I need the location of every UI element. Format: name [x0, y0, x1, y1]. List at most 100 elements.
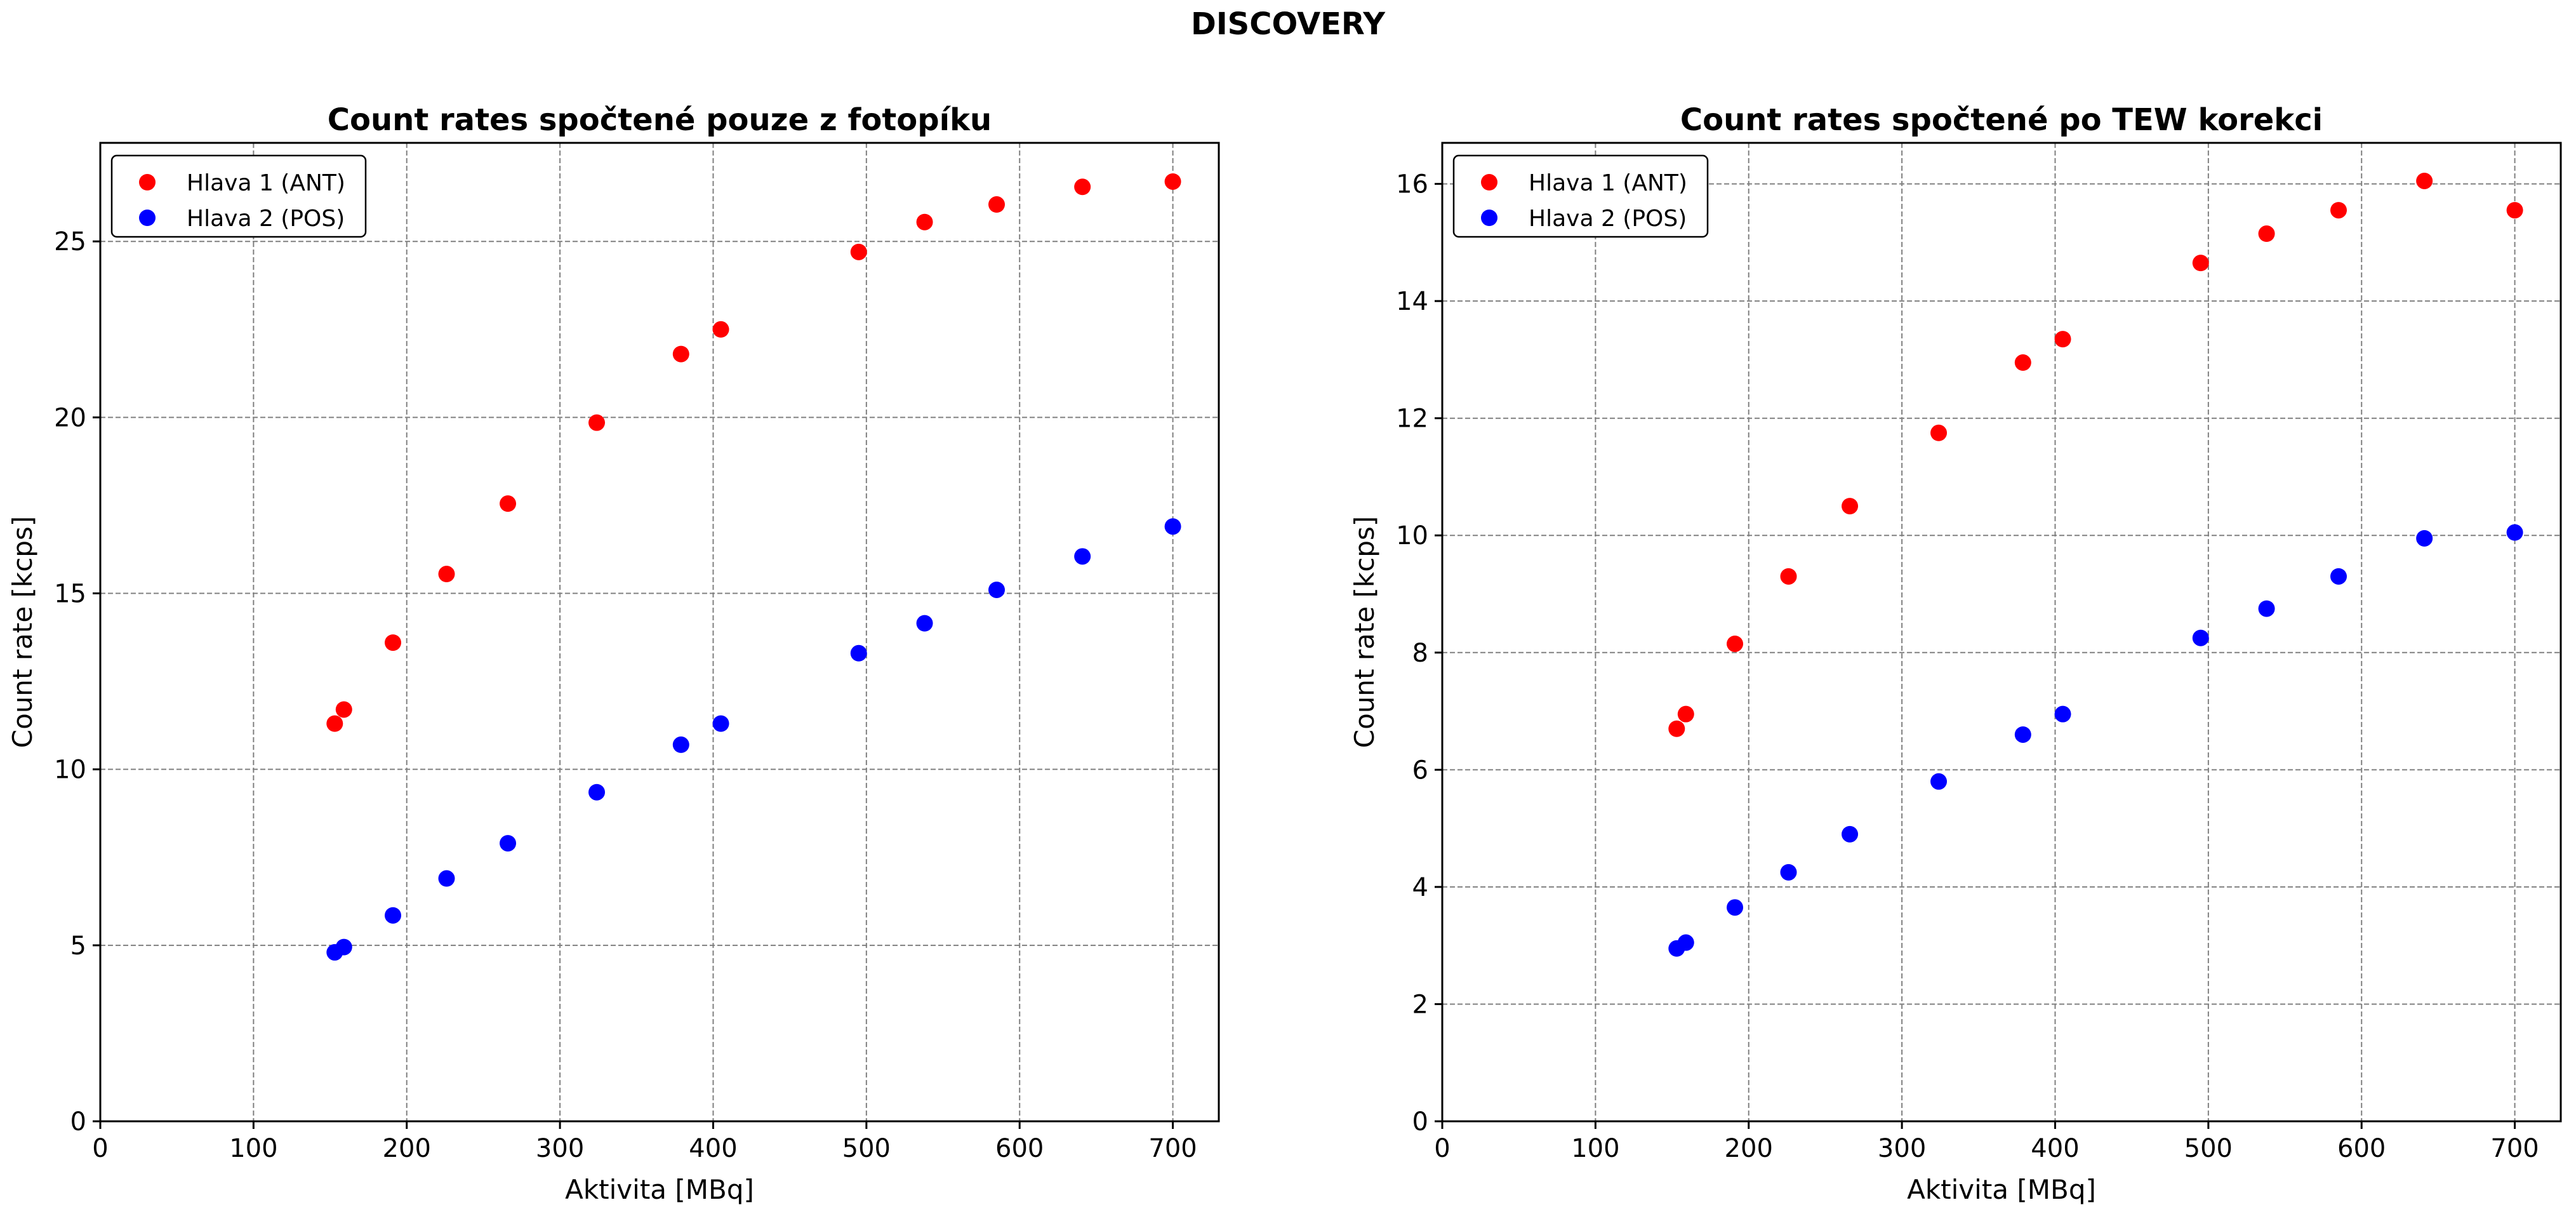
plot-area-frame: [1441, 142, 2562, 1123]
data-point-series-1: [2014, 354, 2031, 371]
legend-box: [110, 154, 367, 238]
data-point-series-2: [916, 615, 933, 632]
data-point-series-1: [1074, 178, 1091, 196]
x-tick-label: 0: [1434, 1134, 1450, 1163]
y-tick-label: 0: [1412, 1107, 1428, 1137]
data-point-series-1: [2054, 331, 2071, 348]
x-tick-label: 700: [2490, 1134, 2539, 1163]
data-point-series-2: [2192, 629, 2209, 646]
data-point-series-2: [1074, 548, 1091, 565]
y-tick-label: 10: [1396, 521, 1428, 550]
data-point-series-1: [988, 196, 1006, 213]
y-tick-label: 15: [54, 580, 86, 609]
legend-marker: [1481, 210, 1497, 226]
legend-label: Hlava 1 (ANT): [187, 170, 345, 196]
plot-area-frame: [99, 142, 1220, 1123]
y-tick-label: 2: [1412, 990, 1428, 1019]
data-point-series-2: [1930, 773, 1948, 790]
data-point-series-2: [335, 938, 352, 956]
data-point-series-2: [385, 907, 402, 924]
data-point-series-2: [2416, 530, 2433, 547]
chart-title: Count rates spočtené po TEW korekci: [1680, 102, 2323, 138]
data-point-series-1: [1780, 568, 1797, 585]
y-tick-label: 0: [70, 1107, 86, 1137]
data-point-series-1: [438, 566, 455, 583]
data-point-series-2: [2330, 568, 2347, 585]
x-tick-label: 100: [1571, 1134, 1619, 1163]
data-point-series-1: [2416, 172, 2433, 189]
x-tick-label: 100: [229, 1134, 277, 1163]
data-point-series-1: [2192, 255, 2209, 272]
x-tick-label: 0: [92, 1134, 108, 1163]
legend-box: [1452, 154, 1709, 238]
y-tick-label: 5: [70, 931, 86, 961]
data-point-series-1: [1842, 498, 1859, 515]
data-point-series-2: [1842, 825, 1859, 843]
y-axis-label: Count rate [kcps]: [1349, 516, 1380, 748]
x-tick-label: 500: [842, 1134, 891, 1163]
legend-marker: [139, 174, 156, 190]
data-point-series-2: [2258, 600, 2275, 617]
data-point-series-2: [2054, 705, 2071, 723]
y-tick-label: 8: [1412, 639, 1428, 668]
data-point-series-1: [326, 715, 343, 732]
data-point-series-2: [988, 581, 1006, 598]
x-tick-label: 200: [383, 1134, 431, 1163]
data-point-series-1: [2258, 225, 2275, 243]
x-tick-label: 400: [2031, 1134, 2079, 1163]
chart-title: Count rates spočtené pouze z fotopíku: [328, 102, 992, 138]
data-point-series-1: [850, 243, 867, 260]
data-point-series-2: [850, 644, 867, 662]
data-point-series-2: [2506, 524, 2523, 541]
x-tick-label: 200: [1725, 1134, 1773, 1163]
y-tick-label: 12: [1396, 404, 1428, 434]
data-point-series-1: [500, 495, 517, 512]
data-point-series-2: [588, 784, 606, 801]
y-tick-label: 25: [54, 227, 86, 257]
data-point-series-1: [385, 634, 402, 651]
x-tick-label: 300: [536, 1134, 584, 1163]
data-point-series-1: [916, 213, 933, 230]
x-axis-label: Aktivita [MBq]: [565, 1174, 754, 1205]
legend-marker: [139, 210, 156, 226]
data-point-series-2: [712, 715, 729, 732]
y-tick-label: 6: [1412, 756, 1428, 785]
chart-panel-2: 0 100 200 300 400 500 600 700 0 2 4 6 8 10 12 14 16 Count…: [1349, 102, 2562, 1205]
data-point-series-2: [672, 736, 689, 753]
x-tick-label: 700: [1148, 1134, 1197, 1163]
x-tick-label: 600: [995, 1134, 1044, 1163]
y-tick-label: 4: [1412, 873, 1428, 902]
chart-panel-1: 0 100 200 300 400 500 600 700 0 5 10 15 20 25 Count ra…: [7, 102, 1220, 1205]
data-point-series-2: [1164, 518, 1181, 535]
x-tick-label: 300: [1878, 1134, 1926, 1163]
data-point-series-1: [2506, 202, 2523, 219]
data-point-series-1: [2330, 202, 2347, 219]
data-point-series-1: [712, 321, 729, 338]
x-axis-label: Aktivita [MBq]: [1907, 1174, 2096, 1205]
y-tick-label: 10: [54, 756, 86, 785]
data-point-series-2: [2014, 726, 2031, 743]
data-point-series-1: [1164, 173, 1181, 190]
x-tick-label: 600: [2337, 1134, 2386, 1163]
y-tick-label: 16: [1396, 170, 1428, 199]
y-tick-label: 14: [1396, 287, 1428, 316]
figure-title: DISCOVERY: [1190, 6, 1386, 42]
data-point-series-2: [438, 870, 455, 887]
legend-label: Hlava 2 (POS): [1529, 206, 1687, 232]
legend-marker: [1481, 174, 1497, 190]
data-point-series-2: [500, 835, 517, 852]
data-point-series-1: [1930, 424, 1948, 441]
x-tick-label: 500: [2184, 1134, 2233, 1163]
data-point-series-1: [588, 414, 606, 431]
data-point-series-2: [1677, 934, 1694, 951]
data-point-series-1: [672, 345, 689, 363]
y-tick-label: 20: [54, 403, 86, 432]
y-axis-label: Count rate [kcps]: [7, 516, 38, 748]
data-point-series-1: [1727, 635, 1744, 652]
data-point-series-1: [1668, 720, 1685, 737]
data-point-series-2: [1727, 899, 1744, 916]
legend-label: Hlava 1 (ANT): [1529, 170, 1687, 196]
data-point-series-2: [1780, 864, 1797, 881]
x-tick-label: 400: [689, 1134, 737, 1163]
